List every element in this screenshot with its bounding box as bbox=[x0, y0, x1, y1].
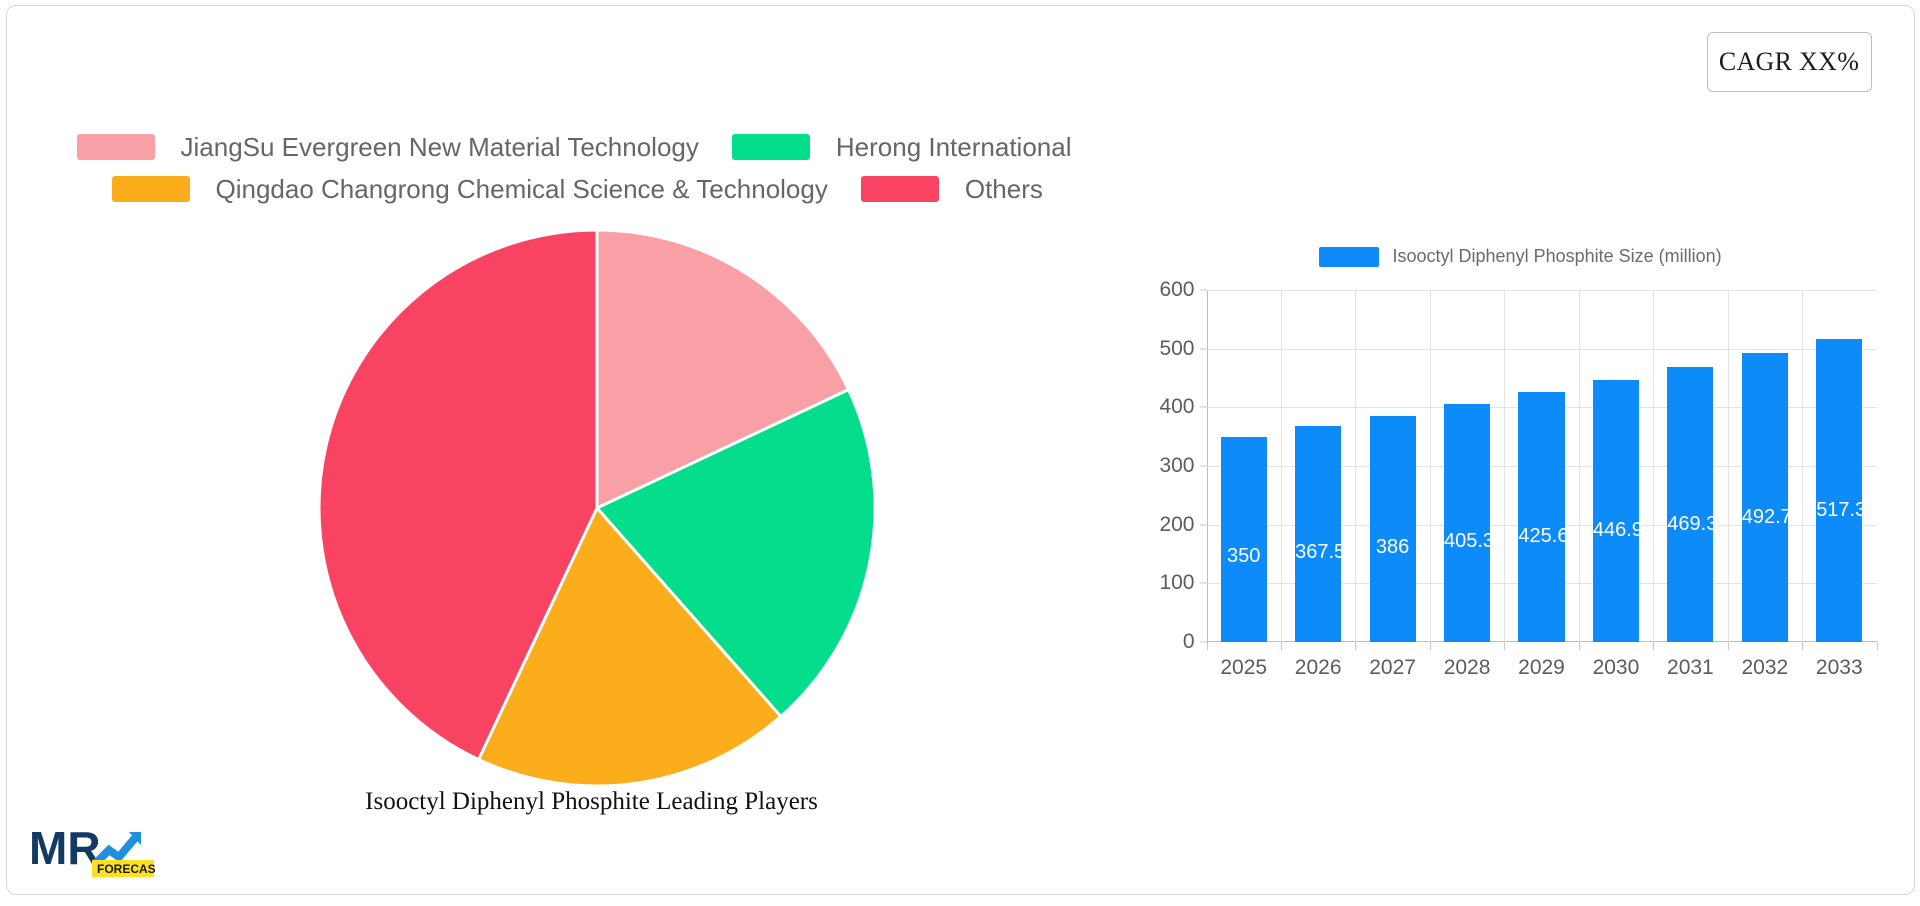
pie-slice[interactable] bbox=[595, 228, 851, 511]
gridline bbox=[1206, 290, 1877, 291]
y-axis-tick-mark bbox=[1199, 524, 1207, 526]
bar-value-label: 469.3 bbox=[1667, 512, 1718, 535]
bar[interactable]: 446.9 bbox=[1592, 379, 1643, 642]
category-divider bbox=[1727, 290, 1729, 642]
y-axis-tick-mark bbox=[1199, 406, 1207, 408]
x-axis-tick-mark bbox=[1429, 642, 1431, 650]
logo-trend-arrow-icon bbox=[91, 835, 138, 867]
pie-slice[interactable] bbox=[317, 228, 598, 762]
gridline bbox=[1206, 348, 1877, 350]
legend-swatch-icon-bar bbox=[1318, 246, 1379, 267]
legend-swatch-icon-2 bbox=[111, 176, 190, 202]
x-axis-tick-label: 2028 bbox=[1443, 656, 1491, 679]
pie-chart-svg bbox=[317, 228, 876, 788]
bar-value-label: 425.6 bbox=[1518, 524, 1569, 547]
bar-value-label: 367.5 bbox=[1295, 540, 1346, 563]
bar-value-label: 446.9 bbox=[1592, 518, 1643, 541]
category-divider bbox=[1802, 290, 1804, 642]
logo-tag-text: FORECAST bbox=[97, 862, 155, 876]
x-axis-tick-label: 2026 bbox=[1294, 656, 1342, 679]
bar[interactable]: 367.5 bbox=[1295, 426, 1346, 642]
pie-legend-label-0: JiangSu Evergreen New Material Technolog… bbox=[180, 131, 699, 162]
x-axis-tick-mark bbox=[1802, 642, 1804, 650]
pie-legend-label-1: Herong International bbox=[835, 131, 1072, 162]
bar-value-label: 492.7 bbox=[1741, 506, 1792, 529]
category-divider bbox=[1504, 290, 1506, 642]
category-divider bbox=[1653, 290, 1655, 642]
pie-slice[interactable] bbox=[476, 505, 783, 788]
pie-legend-item-3[interactable]: Others bbox=[860, 173, 1043, 205]
logo-svg: MR FORECAST bbox=[29, 822, 163, 877]
mr-forecast-logo: MR FORECAST bbox=[29, 820, 163, 878]
bar[interactable]: 350 bbox=[1220, 436, 1267, 642]
bar[interactable]: 425.6 bbox=[1518, 392, 1569, 642]
x-axis-tick-label: 2033 bbox=[1815, 656, 1863, 679]
pie-legend-item-0[interactable]: JiangSu Evergreen New Material Technolog… bbox=[76, 131, 699, 163]
y-axis-tick-label: 600 bbox=[1159, 278, 1195, 301]
pie-legend-item-2[interactable]: Qingdao Changrong Chemical Science & Tec… bbox=[111, 173, 828, 205]
x-axis-tick-label: 2027 bbox=[1369, 656, 1416, 679]
logo-arrow-head-icon bbox=[128, 832, 141, 845]
x-axis-tick-label: 2029 bbox=[1518, 656, 1565, 679]
y-axis-tick-label: 0 bbox=[1182, 630, 1195, 653]
logo-mark-text: MR bbox=[29, 822, 101, 874]
pie-chart bbox=[317, 228, 877, 788]
x-axis-tick-label: 2030 bbox=[1592, 656, 1640, 679]
x-axis-tick-mark bbox=[1504, 642, 1506, 650]
category-divider bbox=[1355, 290, 1357, 642]
pie-legend-label-2: Qingdao Changrong Chemical Science & Tec… bbox=[215, 173, 828, 204]
y-axis-tick-mark bbox=[1199, 582, 1207, 584]
pie-legend-item-1[interactable]: Herong International bbox=[731, 131, 1072, 163]
cagr-label: CAGR XX% bbox=[1718, 47, 1860, 76]
x-axis-tick-mark bbox=[1653, 642, 1655, 650]
x-axis-tick-mark bbox=[1280, 642, 1282, 650]
bar[interactable]: 469.3 bbox=[1667, 366, 1718, 642]
pie-legend-label-3: Others bbox=[964, 173, 1043, 204]
pie-legend-row-2: Qingdao Changrong Chemical Science & Tec… bbox=[77, 168, 1137, 210]
pie-legend: JiangSu Evergreen New Material Technolog… bbox=[76, 126, 1137, 210]
y-axis-tick-mark bbox=[1199, 641, 1207, 643]
legend-swatch-icon-1 bbox=[731, 134, 810, 160]
bar-value-label: 350 bbox=[1227, 545, 1261, 568]
pie-slice[interactable] bbox=[594, 387, 876, 719]
y-axis-tick-mark bbox=[1199, 348, 1207, 350]
chart-page-frame: CAGR XX% JiangSu Evergreen New Material … bbox=[5, 5, 1915, 895]
bar-chart: Isooctyl Diphenyl Phosphite Size (millio… bbox=[1147, 246, 1887, 679]
x-axis-tick-label: 2031 bbox=[1667, 656, 1714, 679]
bar[interactable]: 386 bbox=[1369, 415, 1416, 642]
x-axis-tick-label: 2025 bbox=[1220, 656, 1268, 679]
x-axis-tick-mark bbox=[1578, 642, 1580, 650]
bar-chart-legend[interactable]: Isooctyl Diphenyl Phosphite Size (millio… bbox=[1318, 246, 1722, 267]
x-axis-tick-mark bbox=[1727, 642, 1729, 650]
y-axis-tick-label: 300 bbox=[1159, 454, 1195, 477]
bar-chart-plot-area: 0 100 200 300 400 500 600 350 2025 367.5 2026 386 20… bbox=[1159, 278, 1878, 679]
x-axis-tick-label: 2032 bbox=[1741, 656, 1789, 679]
logo-tag-background bbox=[91, 860, 154, 877]
y-axis-tick-label: 400 bbox=[1159, 395, 1195, 419]
bar[interactable]: 405.3 bbox=[1443, 404, 1495, 642]
y-axis-tick-mark bbox=[1199, 465, 1207, 467]
cagr-badge: CAGR XX% bbox=[1706, 32, 1872, 92]
bar-value-label: 517.3 bbox=[1816, 499, 1867, 522]
bar-value-label: 386 bbox=[1375, 535, 1410, 558]
pie-legend-row-1: JiangSu Evergreen New Material Technolog… bbox=[76, 126, 1137, 168]
bar[interactable]: 492.7 bbox=[1741, 352, 1792, 642]
y-axis-tick-mark bbox=[1199, 289, 1207, 291]
y-axis-tick-label: 200 bbox=[1159, 512, 1195, 536]
x-axis-tick-mark bbox=[1876, 642, 1878, 650]
legend-swatch-icon-0 bbox=[76, 134, 155, 160]
x-axis-tick-mark bbox=[1206, 642, 1208, 650]
category-divider bbox=[1578, 290, 1580, 642]
bar-legend-label: Isooctyl Diphenyl Phosphite Size (millio… bbox=[1392, 246, 1722, 266]
category-divider bbox=[1280, 290, 1282, 642]
y-axis-tick-label: 100 bbox=[1159, 571, 1195, 595]
y-axis-tick-label: 500 bbox=[1159, 336, 1195, 360]
category-divider bbox=[1429, 290, 1431, 642]
x-axis-tick-mark bbox=[1355, 642, 1357, 650]
bar-value-label: 405.3 bbox=[1443, 530, 1495, 553]
bar[interactable]: 517.3 bbox=[1816, 338, 1867, 642]
legend-swatch-icon-3 bbox=[860, 176, 939, 202]
pie-chart-title: Isooctyl Diphenyl Phosphite Leading Play… bbox=[365, 788, 818, 815]
